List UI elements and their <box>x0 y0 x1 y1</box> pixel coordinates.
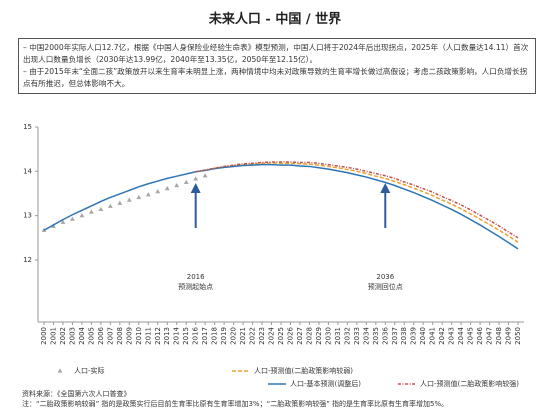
x-tick-label: 2039 <box>410 327 418 345</box>
page-title: 未来人口 - 中国 / 世界 <box>208 12 342 27</box>
data-point <box>60 219 66 224</box>
notes-box: – 中国2000年实际人口12.7亿，根据《中国人身保险业经验生命表》模型预测，… <box>18 38 536 94</box>
data-point <box>107 203 113 208</box>
x-tick-label: 2018 <box>211 327 219 345</box>
x-tick-label: 2032 <box>343 327 351 345</box>
y-tick-label: 13 <box>23 212 32 220</box>
x-tick-label: 2020 <box>230 327 238 345</box>
x-tick-label: 2045 <box>467 327 475 345</box>
x-tick-label: 2034 <box>362 326 370 344</box>
y-tick-label: 14 <box>23 167 32 175</box>
data-point <box>126 197 132 202</box>
x-tick-label: 2008 <box>116 327 124 345</box>
legend-label: 人口-预测值(二胎政策影响较强) <box>420 379 519 388</box>
annotation-year: 2016 <box>187 273 205 281</box>
x-tick-label: 2026 <box>286 326 294 344</box>
x-tick-label: 2012 <box>154 327 162 345</box>
data-point <box>98 206 104 212</box>
x-tick-label: 2017 <box>201 327 209 345</box>
data-point <box>174 182 180 188</box>
x-tick-label: 2036 <box>381 326 389 344</box>
data-point <box>164 186 170 191</box>
data-point <box>89 209 94 214</box>
x-tick-label: 2043 <box>448 327 456 345</box>
x-tick-label: 2015 <box>182 327 190 345</box>
x-tick-label: 2004 <box>78 326 86 344</box>
x-tick-label: 2038 <box>400 327 408 345</box>
x-tick-label: 2040 <box>419 327 427 345</box>
x-tick-label: 2030 <box>324 327 332 345</box>
x-tick-label: 2014 <box>173 326 181 344</box>
y-tick-label: 15 <box>23 123 32 131</box>
data-point <box>117 200 123 205</box>
series-line <box>43 163 519 250</box>
x-tick-label: 2047 <box>486 327 494 345</box>
x-tick-label: 2000 <box>40 327 48 345</box>
x-tick-label: 2009 <box>125 327 133 345</box>
legend-label: 人口-基本预测(调整后) <box>290 379 361 388</box>
x-tick-label: 2013 <box>163 327 171 345</box>
legend-label: 人口-预测值(二胎政策影响较弱) <box>254 366 353 375</box>
x-tick-label: 2010 <box>135 327 143 345</box>
annotation-label: 预测回位点 <box>368 282 403 291</box>
x-tick-label: 2031 <box>334 327 342 345</box>
x-tick-label: 2011 <box>144 327 152 345</box>
x-tick-label: 2044 <box>457 326 465 344</box>
x-tick-label: 2028 <box>305 327 313 345</box>
series-line <box>195 161 519 239</box>
footnote: 注：“二胎政策影响较弱” 指的是政策实行后目前生育率比原有生育率增加3%；“二胎… <box>22 399 448 408</box>
x-tick-label: 2016 <box>192 326 200 344</box>
x-tick-label: 2046 <box>476 326 484 344</box>
data-point <box>70 216 75 221</box>
data-point <box>145 192 151 197</box>
data-point <box>202 173 208 178</box>
x-tick-label: 2037 <box>391 327 399 345</box>
y-tick-label: 12 <box>23 256 32 264</box>
x-tick-label: 2019 <box>220 327 228 345</box>
x-tick-label: 2025 <box>277 327 285 345</box>
x-tick-label: 2003 <box>68 327 76 345</box>
note: – 由于2015年末“全面二孩”政策放开以来生育率未明显上涨，两种情境中均未对政… <box>23 67 528 88</box>
x-tick-label: 2021 <box>239 327 247 345</box>
x-tick-label: 2027 <box>296 327 304 345</box>
x-tick-label: 2005 <box>87 327 95 345</box>
x-tick-label: 2035 <box>372 327 380 345</box>
x-tick-label: 2006 <box>97 326 105 344</box>
x-tick-label: 2002 <box>59 327 67 345</box>
x-tick-label: 2001 <box>49 327 57 345</box>
source-note: 资料来源：《全国第六次人口普查》 <box>22 389 131 398</box>
data-point <box>155 189 161 194</box>
legend-swatch <box>57 368 63 373</box>
x-tick-label: 2023 <box>258 327 266 345</box>
x-tick-label: 2042 <box>438 327 446 345</box>
data-point <box>183 179 189 184</box>
x-tick-label: 2022 <box>249 327 257 345</box>
x-tick-label: 2050 <box>514 327 522 345</box>
x-tick-label: 2041 <box>429 327 437 345</box>
data-point <box>79 213 85 218</box>
note: – 中国2000年实际人口12.7亿，根据《中国人身保险业经验生命表》模型预测，… <box>23 43 529 64</box>
data-point <box>193 176 199 181</box>
annotation-label: 预测起始点 <box>178 282 213 291</box>
x-tick-label: 2033 <box>353 327 361 345</box>
data-point <box>136 194 142 200</box>
x-tick-label: 2049 <box>505 327 513 345</box>
legend-label: 人口-实际 <box>74 366 105 375</box>
x-tick-label: 2007 <box>106 327 114 345</box>
annotation-year: 2036 <box>376 273 394 281</box>
x-tick-label: 2029 <box>315 327 323 345</box>
x-tick-label: 2048 <box>495 327 503 345</box>
x-tick-label: 2024 <box>268 326 276 344</box>
